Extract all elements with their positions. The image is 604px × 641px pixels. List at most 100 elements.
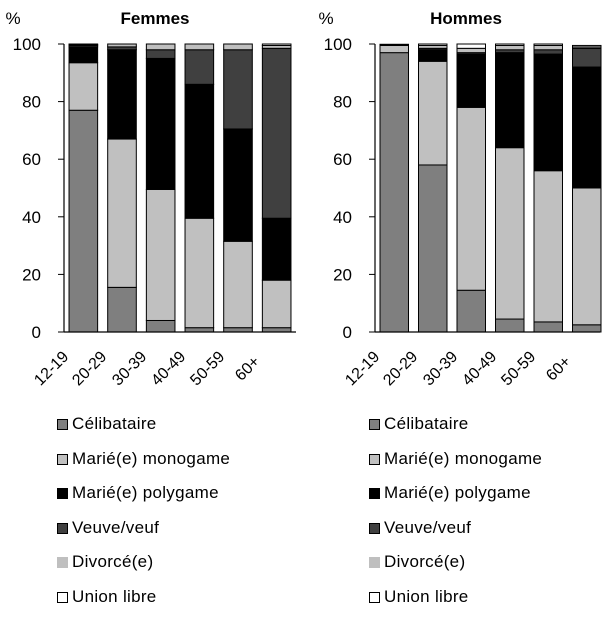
bar-segment-celibataire-20-29: [418, 164, 448, 333]
bar-segment-divorce-e-30-39: [456, 47, 486, 54]
legend-swatch: [369, 522, 380, 534]
y-tick-label: 40: [333, 208, 352, 227]
bar-segment-marie-e-monogame-50-59: [223, 240, 253, 329]
bar-segment-marie-e-monogame-60: [572, 187, 602, 326]
bar-segment-divorce-e-40-49: [184, 43, 215, 51]
legend-label: Divorcé(e): [72, 552, 154, 571]
legend-item-veuve-veuf: Veuve/veuf: [369, 518, 542, 553]
legend-label: Union libre: [384, 586, 469, 606]
x-tick-label: 60+: [232, 353, 263, 384]
legend-hommes: Célibataire Marié(e) monogame Marié(e) pol…: [369, 414, 542, 621]
y-tick-label: 60: [22, 150, 41, 169]
bar-segment-divorce-e-30-39: [145, 43, 176, 51]
bar-segment-celibataire-12-19: [379, 52, 409, 333]
chart-title: Femmes: [121, 9, 190, 28]
legend-label: Célibataire: [384, 414, 469, 433]
bar-segment-veuve-veuf-50-59: [223, 49, 253, 130]
y-tick-label: 100: [13, 35, 41, 54]
bar-segment-celibataire-30-39: [145, 319, 176, 333]
legend-femmes: Célibataire Marié(e) monogame Marié(e) pol…: [57, 414, 230, 621]
x-tick-label: 60+: [543, 353, 574, 384]
legend-label: Marié(e) monogame: [384, 448, 543, 468]
legend-item-veuve-veuf: Veuve/veuf: [57, 518, 230, 553]
y-tick-label: 20: [333, 265, 352, 284]
bar-segment-marie-e-polygame-60: [572, 66, 602, 189]
legend-label: Marié(e) monogame: [72, 448, 231, 468]
legend-label: Union libre: [72, 586, 157, 606]
bar-segment-marie-e-polygame-60: [261, 217, 292, 281]
legend-label: Veuve/veuf: [384, 517, 472, 537]
legend-item-union-libre: Union libre: [369, 587, 542, 622]
legend-swatch: [369, 453, 380, 465]
legend-item-union-libre: Union libre: [57, 587, 230, 622]
legend-swatch: [57, 453, 68, 465]
bar-segment-divorce-e-50-59: [533, 44, 563, 51]
bar-segment-marie-e-monogame-12-19: [68, 62, 99, 111]
legend-item-marie-e-polygame: Marié(e) polygame: [57, 483, 230, 518]
bar-segment-union-libre-20-29: [418, 43, 448, 46]
legend-swatch: [369, 557, 380, 568]
bar-segment-veuve-veuf-60: [572, 47, 602, 68]
legend-label: Divorcé(e): [384, 552, 466, 571]
legend-swatch: [57, 591, 68, 603]
legend-label: Marié(e) polygame: [384, 483, 531, 502]
bar-segment-divorce-e-50-59: [223, 43, 253, 51]
legend-swatch: [57, 419, 68, 430]
bar-segment-marie-e-monogame-50-59: [533, 170, 563, 323]
bar-segment-veuve-veuf-50-59: [533, 49, 563, 55]
y-axis-label: %: [5, 9, 20, 28]
bar-segment-veuve-veuf-60: [261, 47, 292, 219]
legend-item-divorce-e: Divorcé(e): [369, 552, 542, 587]
bar-segment-divorce-e-40-49: [495, 44, 525, 51]
legend-item-marie-e-monogame: Marié(e) monogame: [57, 449, 230, 484]
bar-segment-marie-e-monogame-20-29: [418, 60, 448, 166]
bar-segment-celibataire-12-19: [68, 109, 99, 333]
bar-segment-marie-e-polygame-30-39: [456, 53, 486, 108]
x-tick-label: 12-19: [342, 348, 383, 389]
x-tick-label: 30-39: [109, 348, 150, 389]
bar-segment-marie-e-polygame-50-59: [223, 128, 253, 242]
bar-segment-celibataire-20-29: [107, 286, 137, 333]
bar-segment-celibataire-40-49: [495, 318, 525, 333]
x-tick-label: 20-29: [380, 348, 421, 389]
bar-segment-celibataire-40-49: [184, 327, 215, 333]
bar-segment-marie-e-monogame-12-19: [379, 44, 409, 54]
bar-segment-union-libre-50-59: [533, 43, 563, 46]
x-tick-label: 50-59: [498, 348, 539, 389]
bar-segment-marie-e-polygame-30-39: [145, 57, 176, 190]
y-tick-label: 80: [22, 93, 41, 112]
y-tick-label: 20: [22, 265, 41, 284]
legend-label: Marié(e) polygame: [72, 483, 219, 502]
legend-swatch: [57, 488, 68, 499]
bar-segment-marie-e-monogame-40-49: [184, 217, 215, 329]
legend-label: Célibataire: [72, 414, 157, 433]
bar-segment-marie-e-polygame-20-29: [418, 49, 448, 62]
legend-swatch: [369, 488, 380, 499]
bar-segment-divorce-e-20-29: [107, 43, 137, 48]
legend-swatch: [369, 419, 380, 430]
y-tick-label: 0: [343, 323, 352, 342]
bar-segment-marie-e-polygame-40-49: [495, 52, 525, 149]
bar-segment-celibataire-50-59: [533, 321, 563, 333]
bar-segment-marie-e-monogame-20-29: [107, 138, 137, 288]
bar-segment-union-libre-40-49: [495, 43, 525, 46]
y-tick-label: 100: [324, 35, 352, 54]
bar-segment-celibataire-60: [261, 327, 292, 333]
bar-segment-marie-e-monogame-30-39: [145, 188, 176, 321]
bar-segment-union-libre-12-19: [68, 43, 99, 46]
y-tick-label: 40: [22, 208, 41, 227]
bar-segment-celibataire-60: [572, 324, 602, 333]
bar-segment-union-libre-30-39: [456, 43, 486, 49]
bar-segment-marie-e-polygame-20-29: [107, 49, 137, 140]
legend-item-divorce-e: Divorcé(e): [57, 552, 230, 587]
y-axis-label: %: [318, 9, 333, 28]
y-tick-label: 0: [32, 323, 41, 342]
legend-swatch: [369, 591, 380, 603]
x-tick-label: 50-59: [187, 348, 228, 389]
x-tick-label: 20-29: [69, 348, 110, 389]
y-tick-label: 80: [333, 93, 352, 112]
bar-segment-divorce-e-12-19: [379, 43, 409, 46]
bar-segment-marie-e-polygame-40-49: [184, 83, 215, 219]
bar-segment-marie-e-monogame-60: [261, 279, 292, 329]
